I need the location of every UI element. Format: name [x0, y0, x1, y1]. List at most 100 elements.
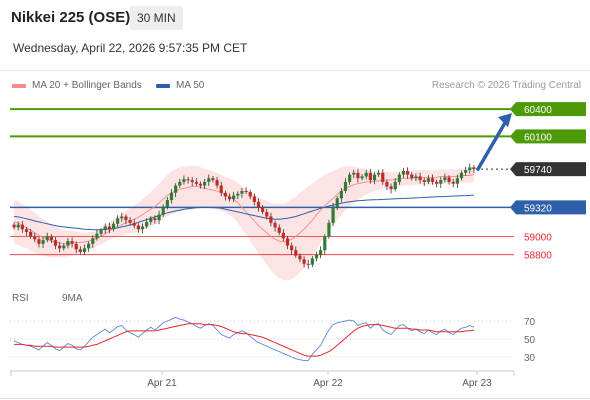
candle-body — [273, 222, 277, 228]
legend-item-bollinger: MA 20 + Bollinger Bands — [12, 80, 142, 91]
legend-bollinger-label: MA 20 + Bollinger Bands — [32, 80, 142, 91]
candle-body — [103, 226, 107, 231]
candle-body — [124, 216, 128, 221]
candle-body — [145, 221, 149, 227]
candle-body — [91, 238, 95, 244]
candle-body — [232, 195, 236, 200]
candle-body — [165, 200, 169, 207]
candle-body — [211, 178, 215, 181]
level-label-bg-59740 — [516, 162, 586, 177]
candle-body — [62, 245, 66, 249]
candle-body — [161, 206, 165, 215]
rsi-level-label-50: 50 — [524, 335, 536, 346]
datetime-label: Wednesday, April 22, 2026 9:57:35 PM CET — [13, 41, 248, 55]
level-label-bg-60400 — [516, 102, 586, 117]
candle-body — [78, 249, 82, 252]
rsi-ma-line — [14, 323, 475, 357]
candle-body — [74, 243, 78, 250]
candle-body — [343, 181, 348, 191]
candle-body — [16, 224, 20, 228]
candle-body — [360, 176, 364, 179]
rsi-level-label-30: 30 — [524, 353, 536, 364]
candle-body — [153, 218, 157, 221]
target-arrow-head-icon — [498, 113, 512, 128]
candle-body — [207, 178, 211, 182]
ma20-line — [14, 174, 474, 245]
x-tick-label-1: Apr 22 — [313, 378, 343, 389]
candle-body — [182, 179, 186, 182]
candle-body — [381, 172, 385, 182]
candle-body — [352, 172, 356, 175]
candle-body — [45, 236, 49, 241]
level-label-58800: 58800 — [524, 251, 552, 262]
legend-rsi-label: RSI — [12, 293, 29, 304]
candles — [12, 163, 476, 269]
candle-body — [464, 170, 468, 173]
candle-body — [136, 225, 140, 230]
candle-body — [439, 180, 443, 184]
legend-item-rsi-ma: 9MA — [62, 293, 83, 304]
candle-body — [116, 218, 120, 224]
x-tick-label-0: Apr 21 — [147, 378, 177, 389]
x-tick-label-2: Apr 23 — [462, 378, 492, 389]
candle-body — [372, 174, 377, 181]
rsi-line — [13, 316, 475, 362]
candle-body — [215, 180, 219, 186]
candle-body — [435, 181, 439, 184]
candle-body — [290, 245, 294, 251]
candle-body — [393, 181, 397, 190]
candle-body — [157, 214, 161, 221]
level-label-bg-59320 — [516, 200, 586, 215]
legend-rsi-ma-label: 9MA — [62, 293, 83, 304]
timeframe-selector[interactable]: 30 MIN — [130, 6, 183, 30]
candle-body — [70, 241, 74, 244]
candle-body — [327, 222, 331, 237]
candle-body — [397, 174, 401, 182]
candle-body — [256, 201, 261, 208]
candle-body — [198, 183, 203, 186]
candle-body — [401, 170, 406, 175]
instrument-title: Nikkei 225 (OSE) — [11, 9, 131, 26]
candle-body — [49, 236, 53, 241]
candle-body — [422, 180, 426, 182]
target-arrow-shaft — [476, 119, 508, 171]
candle-body — [194, 181, 198, 184]
chart-header: Nikkei 225 (OSE) 30 MIN Wednesday, April… — [0, 0, 590, 71]
candle-body — [385, 181, 389, 187]
candle-body — [178, 181, 182, 186]
candle-body — [120, 216, 124, 219]
candle-body — [277, 227, 281, 233]
candle-body — [335, 198, 339, 207]
candle-body — [252, 196, 256, 202]
candle-body — [447, 177, 451, 182]
candle-body — [426, 178, 430, 182]
candle-body — [356, 172, 360, 179]
candle-body — [389, 186, 393, 190]
candle-body — [418, 176, 422, 181]
legend-ma50-label: MA 50 — [176, 80, 205, 91]
candle-body — [281, 232, 285, 239]
legend-item-rsi: RSI — [12, 293, 29, 304]
candle-body — [20, 224, 24, 230]
candle-body — [244, 191, 248, 192]
candle-body — [128, 220, 132, 223]
level-label-bg-60100 — [516, 129, 586, 144]
candle-body — [227, 196, 232, 200]
candle-body — [140, 226, 145, 230]
candle-body — [348, 174, 352, 182]
candle-body — [223, 192, 227, 197]
candle-body — [451, 181, 455, 184]
candle-body — [406, 170, 410, 175]
candle-body — [377, 172, 381, 175]
candle-body — [190, 180, 194, 182]
level-label-pointer-59740 — [510, 162, 516, 177]
ma50-swatch-icon — [156, 83, 170, 88]
candle-body — [294, 250, 298, 256]
candle-body — [430, 178, 435, 182]
level-label-60100: 60100 — [524, 132, 552, 143]
bollinger-swatch-icon — [12, 83, 26, 88]
candle-body — [149, 218, 153, 222]
candle-body — [306, 263, 310, 265]
candle-body — [459, 172, 464, 179]
